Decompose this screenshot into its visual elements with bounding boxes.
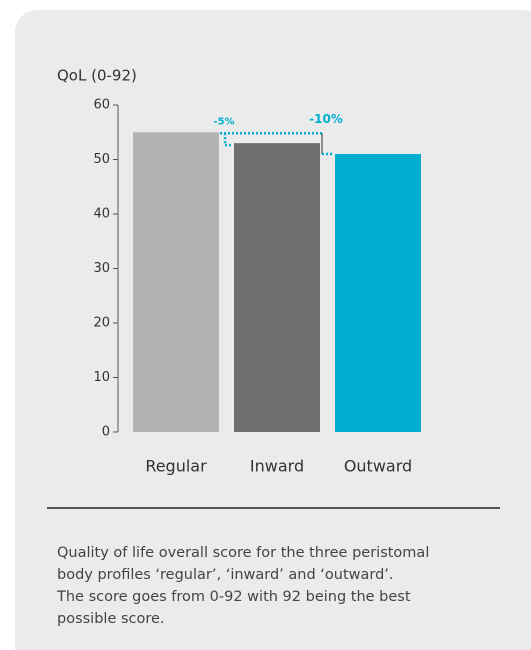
bar [133, 132, 219, 432]
y-tick-label: 30 [93, 261, 110, 276]
bar [234, 143, 320, 432]
annotation: -5% [213, 116, 234, 127]
bracket [223, 133, 233, 147]
caption-line: body profiles ‘regular’, ‘inward’ and ‘o… [57, 567, 394, 583]
y-tick-label: 20 [93, 316, 110, 331]
y-tick-label: 10 [93, 370, 110, 385]
caption-line: Quality of life overall score for the th… [57, 545, 429, 561]
y-tick-label: 0 [102, 425, 110, 440]
x-tick-label: Inward [250, 457, 304, 476]
caption-line: The score goes from 0-92 with 92 being t… [56, 589, 411, 605]
bar [335, 154, 421, 433]
y-tick-label: 40 [93, 207, 110, 222]
annotation: -10% [309, 112, 343, 126]
y-axis-label: QoL (0-92) [57, 67, 137, 85]
caption-line: possible score. [57, 611, 165, 627]
x-tick-label: Regular [145, 457, 207, 476]
y-tick-label: 60 [93, 98, 110, 113]
x-tick-label: Outward [344, 457, 412, 476]
y-tick-label: 50 [93, 152, 110, 167]
